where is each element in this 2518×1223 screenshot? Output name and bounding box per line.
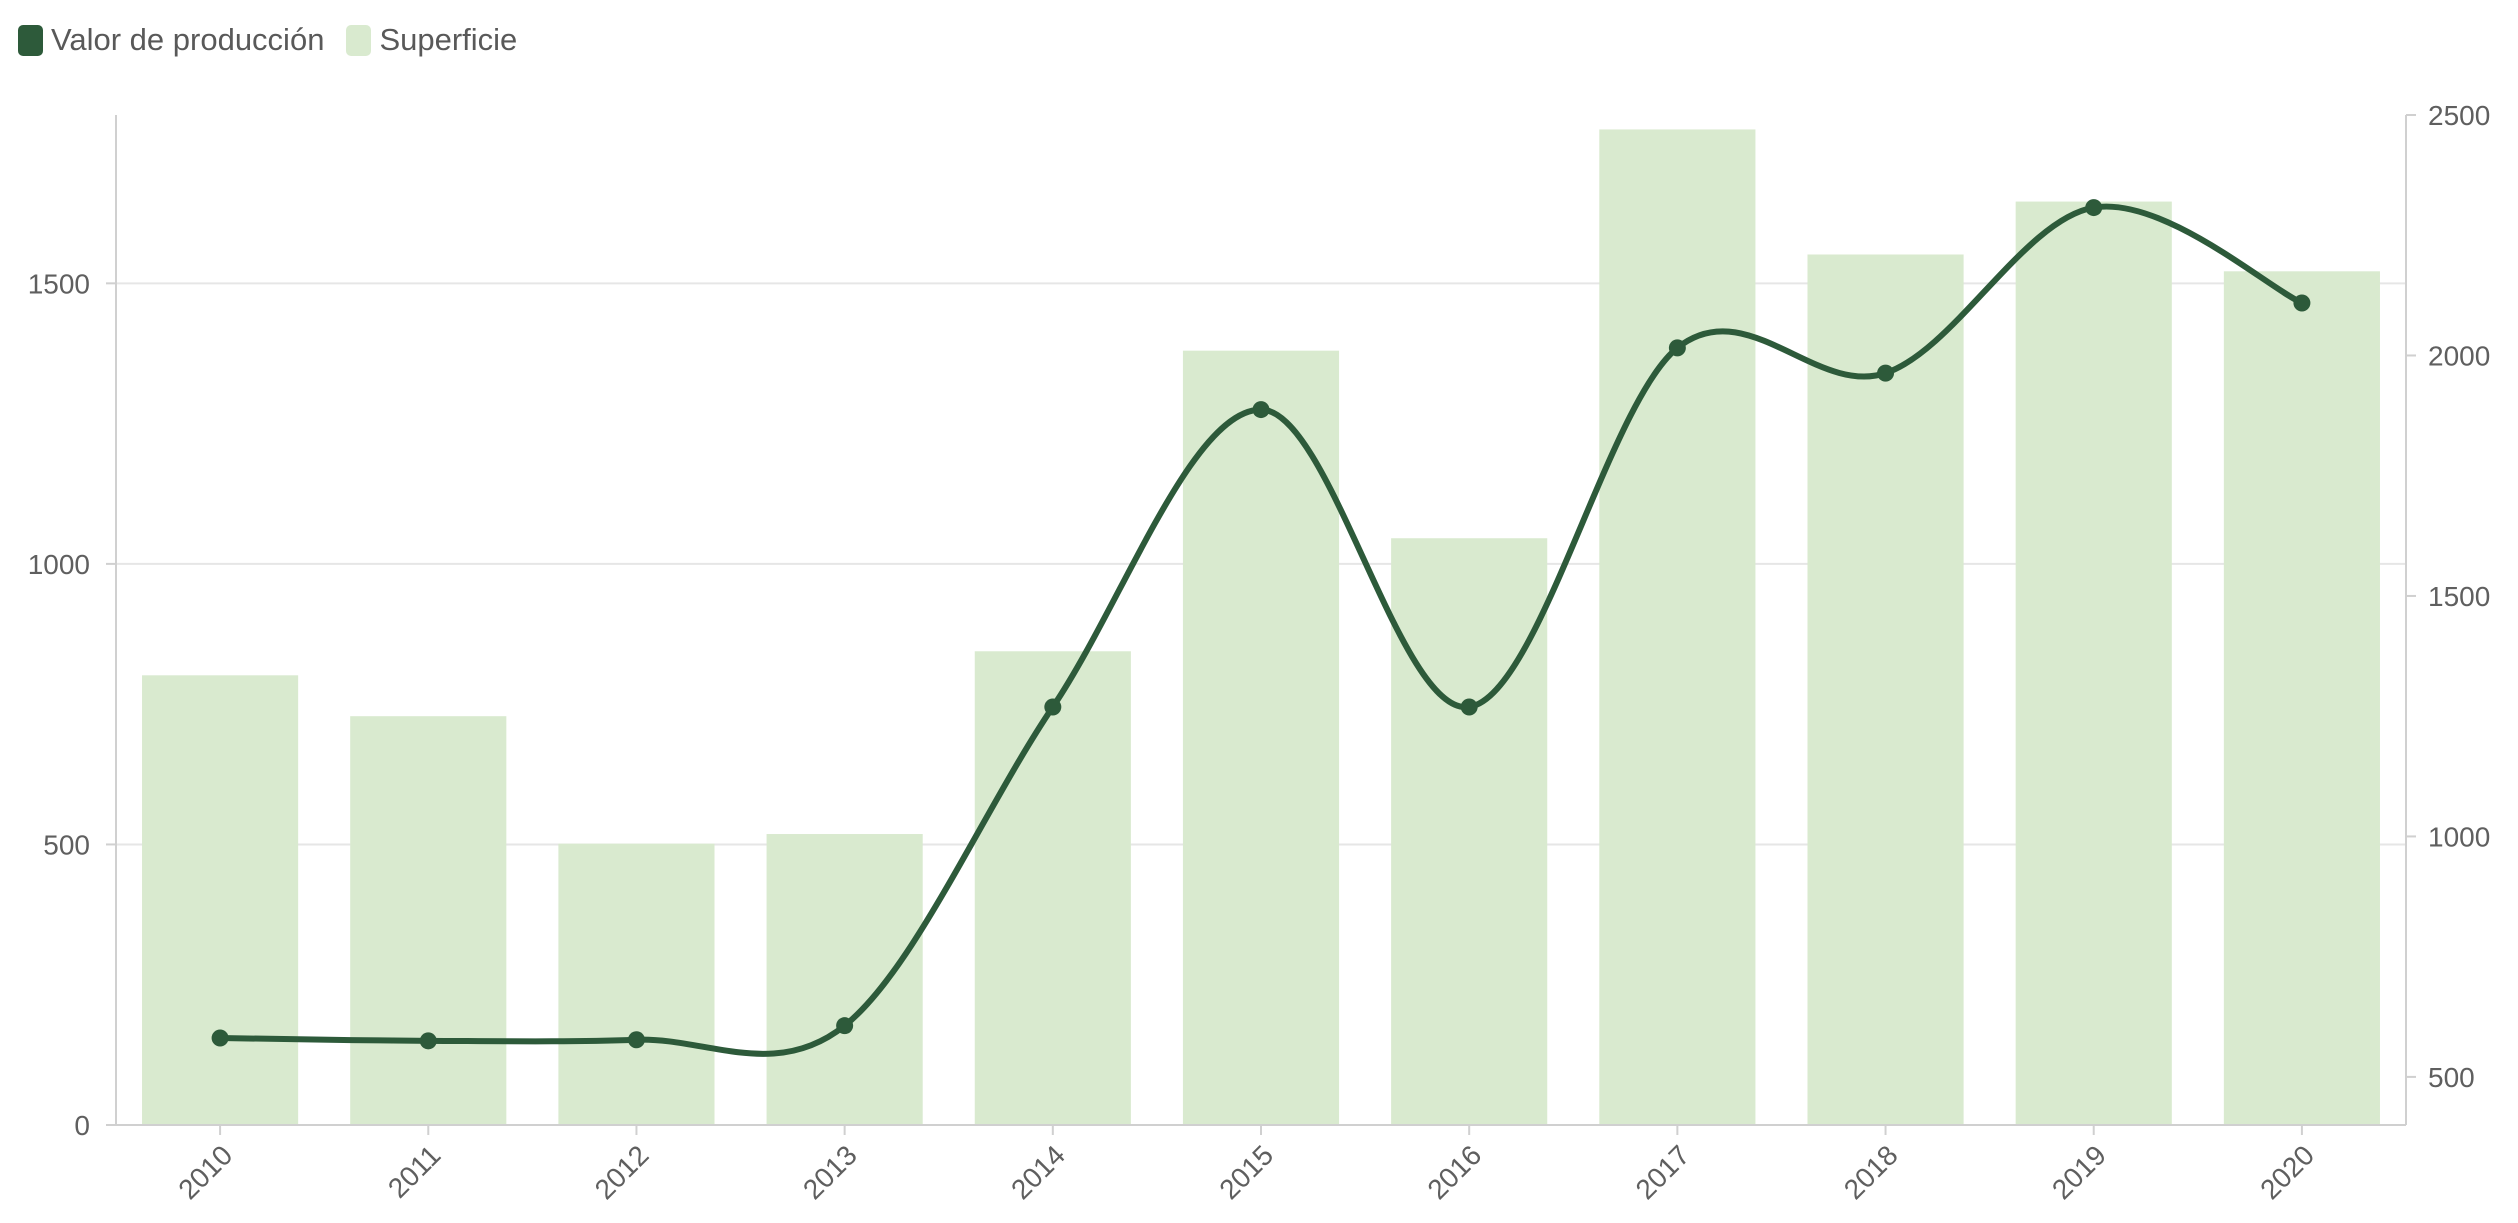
x-tick-label-2017: 2017 bbox=[1630, 1139, 1696, 1205]
bar-superficie-2013[interactable] bbox=[766, 834, 923, 1125]
point-valor-2011[interactable] bbox=[419, 1032, 437, 1050]
x-tick-label-2012: 2012 bbox=[589, 1139, 655, 1205]
legend-item-valor[interactable]: Valor de producción bbox=[18, 22, 324, 58]
bar-superficie-2020[interactable] bbox=[2223, 271, 2380, 1125]
point-valor-2012[interactable] bbox=[627, 1031, 645, 1049]
y-left-tick-label-0: 0 bbox=[74, 1110, 90, 1141]
chart-legend: Valor de producción Superficie bbox=[18, 22, 517, 58]
bar-superficie-2010[interactable] bbox=[142, 675, 299, 1125]
bar-superficie-2017[interactable] bbox=[1599, 129, 1756, 1125]
x-tick-label-2016: 2016 bbox=[1421, 1139, 1487, 1205]
point-valor-2018[interactable] bbox=[1877, 364, 1895, 382]
y-right-tick-label-2500: 2500 bbox=[2428, 100, 2490, 131]
point-valor-2017[interactable] bbox=[1668, 339, 1686, 357]
bar-superficie-2012[interactable] bbox=[558, 843, 715, 1125]
point-valor-2014[interactable] bbox=[1044, 698, 1062, 716]
bar-superficie-2014[interactable] bbox=[974, 651, 1131, 1125]
legend-label-superficie: Superficie bbox=[379, 22, 518, 57]
point-valor-2013[interactable] bbox=[836, 1017, 854, 1035]
legend-item-superficie[interactable]: Superficie bbox=[346, 22, 517, 58]
bar-superficie-2018[interactable] bbox=[1807, 254, 1964, 1125]
x-tick-label-2018: 2018 bbox=[1838, 1139, 1904, 1205]
point-valor-2019[interactable] bbox=[2085, 199, 2103, 217]
point-valor-2020[interactable] bbox=[2293, 294, 2311, 312]
bar-layer bbox=[142, 129, 2380, 1126]
bar-superficie-2016[interactable] bbox=[1391, 538, 1548, 1125]
legend-label-valor: Valor de producción bbox=[51, 22, 325, 57]
legend-swatch-superficie bbox=[346, 24, 372, 56]
y-left-tick-label-1500: 1500 bbox=[28, 268, 90, 299]
axis-layer bbox=[106, 114, 2416, 1135]
y-left-tick-label-1000: 1000 bbox=[28, 549, 90, 580]
line-layer bbox=[211, 199, 2311, 1057]
x-tick-label-2011: 2011 bbox=[382, 1139, 447, 1204]
bar-superficie-2019[interactable] bbox=[2015, 201, 2172, 1126]
x-tick-label-2020: 2020 bbox=[2254, 1139, 2320, 1205]
x-tick-label-2015: 2015 bbox=[1213, 1139, 1279, 1205]
x-tick-label-2014: 2014 bbox=[1005, 1139, 1071, 1205]
bar-superficie-2015[interactable] bbox=[1182, 350, 1340, 1126]
x-tick-label-2019: 2019 bbox=[2046, 1139, 2112, 1205]
x-tick-label-2013: 2013 bbox=[797, 1139, 863, 1205]
legend-swatch-valor bbox=[18, 24, 43, 56]
x-tick-label-2010: 2010 bbox=[172, 1139, 238, 1205]
y-right-tick-label-2000: 2000 bbox=[2428, 340, 2490, 371]
y-left-tick-label-500: 500 bbox=[43, 829, 90, 860]
point-valor-2016[interactable] bbox=[1460, 698, 1478, 716]
point-valor-2015[interactable] bbox=[1252, 401, 1270, 419]
y-right-tick-label-1000: 1000 bbox=[2428, 821, 2490, 852]
point-valor-2010[interactable] bbox=[211, 1029, 229, 1047]
bar-superficie-2011[interactable] bbox=[350, 716, 507, 1125]
y-right-tick-label-500: 500 bbox=[2428, 1062, 2475, 1093]
y-right-tick-label-1500: 1500 bbox=[2428, 581, 2490, 612]
